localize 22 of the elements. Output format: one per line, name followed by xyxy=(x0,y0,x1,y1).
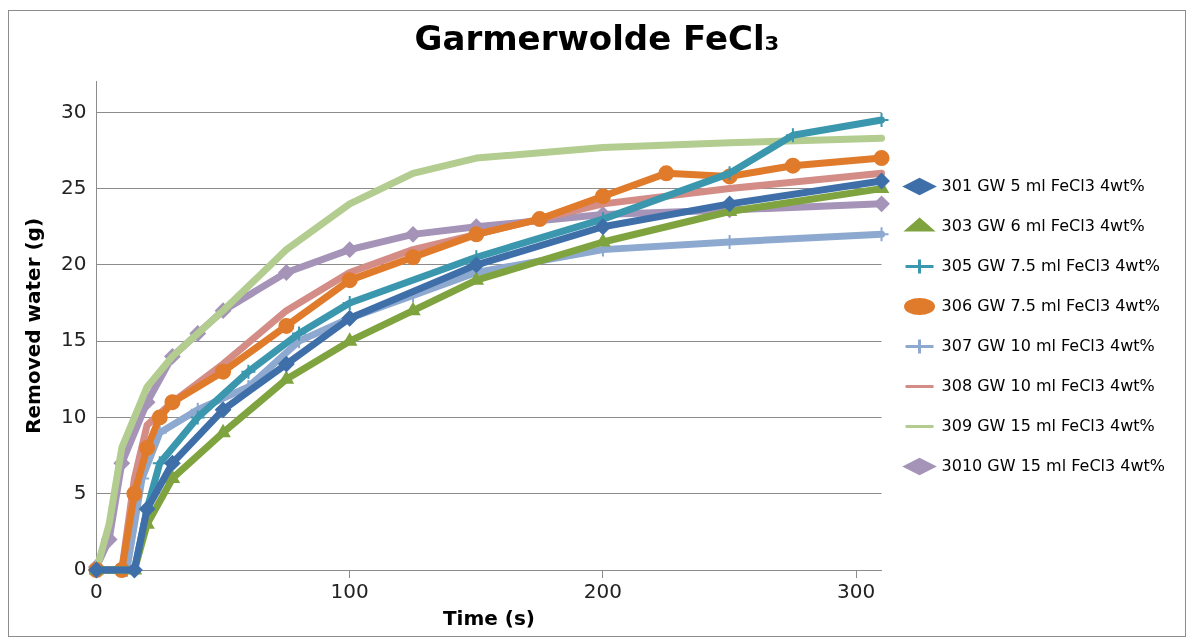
x-tick-label: 200 xyxy=(583,579,623,604)
legend-label: 308 GW 10 ml FeCl3 4wt% xyxy=(941,375,1155,395)
legend-label: 307 GW 10 ml FeCl3 4wt% xyxy=(941,335,1155,355)
y-tick-label: 25 xyxy=(61,174,87,199)
y-tick-label: 15 xyxy=(61,327,87,352)
legend-label: 3010 GW 15 ml FeCl3 4wt% xyxy=(941,455,1165,475)
y-axis-title: Removed water (g) xyxy=(21,217,46,434)
legend-label: 303 GW 6 ml FeCl3 4wt% xyxy=(941,215,1145,235)
x-axis-title: Time (s) xyxy=(442,606,536,631)
y-tick-label: 0 xyxy=(73,556,87,581)
x-tick-label: 300 xyxy=(837,579,876,604)
legend-label: 306 GW 7.5 ml FeCl3 4wt% xyxy=(941,295,1160,315)
y-tick-label: 20 xyxy=(61,251,87,276)
legend-label: 301 GW 5 ml FeCl3 4wt% xyxy=(941,175,1145,195)
y-tick-label: 30 xyxy=(61,98,87,123)
x-tick-label: 100 xyxy=(330,579,369,604)
chart-title: Garmerwolde FeCl₃ xyxy=(414,18,780,59)
x-tick-label: 0 xyxy=(90,579,103,604)
y-tick-label: 5 xyxy=(73,479,87,504)
legend-label: 309 GW 15 ml FeCl3 4wt% xyxy=(941,415,1155,435)
y-tick-label: 10 xyxy=(61,403,87,428)
legend-label: 305 GW 7.5 ml FeCl3 4wt% xyxy=(941,255,1160,275)
